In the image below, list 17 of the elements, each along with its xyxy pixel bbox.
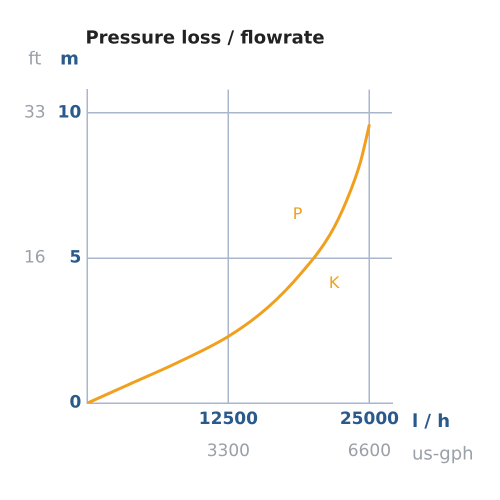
y2-tick-label: 16 [24, 247, 46, 268]
y2-tick-label: 33 [24, 102, 46, 122]
y-tick-label: 10 [58, 102, 82, 122]
y-tick-label: 5 [69, 247, 82, 268]
x-axis-title: l / h [412, 411, 450, 432]
chart-title: Pressure loss / flowrate [85, 27, 325, 48]
y-axis-title: m [60, 48, 79, 70]
annotation: K [328, 273, 340, 292]
line-series [87, 122, 371, 404]
x2-axis-title: us-gph [412, 443, 474, 464]
x-tick-label: 12500 [198, 408, 258, 429]
x2-tick-label: 6600 [348, 441, 392, 462]
y2-axis-title: ft [28, 48, 42, 70]
annotation: P [292, 204, 303, 224]
x2-tick-label: 3300 [206, 441, 250, 462]
y-tick-label: 0 [69, 392, 82, 413]
x-tick-label: 25000 [340, 408, 400, 429]
